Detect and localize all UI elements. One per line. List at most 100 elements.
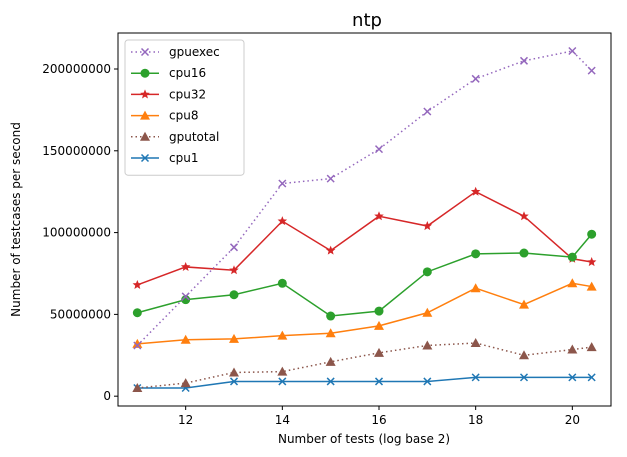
y-tick-label: 150000000 [42, 144, 111, 158]
data-point-gpuexec [374, 145, 384, 154]
data-point-cpu8 [132, 338, 143, 348]
series-cpu32 [132, 186, 597, 289]
series-cpu16 [132, 229, 597, 321]
data-point-cpu32 [519, 211, 529, 221]
data-point-cpu16 [422, 267, 432, 277]
legend-entry-cpu16: cpu16 [131, 66, 206, 80]
data-point-cpu8 [325, 328, 336, 338]
legend-marker [140, 89, 150, 99]
data-point-cpu16 [132, 308, 142, 318]
data-point-cpu16 [519, 248, 529, 258]
legend-label: cpu8 [169, 109, 198, 123]
data-point-gputotal [470, 338, 481, 348]
series-gputotal [132, 338, 597, 393]
data-point-gputotal [422, 340, 433, 350]
y-tick-label: 200000000 [42, 62, 111, 76]
data-point-gpuexec [423, 107, 432, 116]
data-point-cpu1 [374, 377, 384, 386]
x-tick-label: 16 [371, 413, 386, 427]
x-tick-label: 14 [275, 413, 290, 427]
data-point-cpu1 [229, 377, 239, 386]
data-point-cpu32 [277, 216, 288, 226]
y-tick-label: 50000000 [50, 307, 111, 321]
data-point-cpu16 [587, 229, 597, 239]
legend-label: cpu1 [169, 151, 198, 165]
data-point-cpu8 [470, 283, 481, 293]
data-point-gpuexec [133, 341, 142, 350]
data-point-gputotal [325, 356, 336, 366]
series-gpuexec [133, 46, 596, 350]
data-point-cpu1 [568, 373, 577, 382]
data-point-gpuexec [278, 179, 287, 188]
legend-marker [140, 131, 150, 141]
data-point-cpu32 [325, 245, 336, 255]
series-line-gputotal [137, 342, 592, 389]
data-point-cpu1 [471, 373, 480, 382]
data-point-cpu32 [180, 261, 191, 271]
data-point-cpu1 [278, 377, 287, 386]
legend-entry-cpu32: cpu32 [131, 87, 206, 101]
legend-entry-gpuexec: gpuexec [131, 45, 220, 59]
data-point-gputotal [374, 347, 384, 357]
data-point-cpu1 [326, 377, 335, 386]
data-point-cpu8 [374, 320, 384, 330]
data-point-gpuexec [519, 56, 529, 65]
legend-marker [140, 47, 150, 57]
data-point-gpuexec [229, 243, 239, 252]
chart-title: ntp [352, 10, 382, 31]
data-point-cpu8 [277, 330, 288, 340]
data-point-gputotal [567, 344, 578, 354]
plot-area [117, 32, 612, 407]
y-axis-label: Number of testcases per second [9, 122, 23, 317]
legend-marker [140, 153, 150, 163]
data-point-cpu16 [229, 290, 239, 300]
legend-label: gputotal [169, 130, 219, 144]
data-point-gputotal [277, 366, 288, 376]
data-point-cpu32 [470, 186, 481, 196]
legend-label: gpuexec [169, 45, 220, 59]
data-point-cpu16 [471, 249, 481, 259]
data-point-cpu1 [587, 373, 596, 382]
data-point-cpu16 [374, 306, 384, 316]
data-point-gpuexec [326, 174, 335, 183]
y-tick-label: 100000000 [42, 226, 111, 240]
x-axis: 12 14 16 18 20 [178, 406, 580, 427]
legend: gpuexec cpu16 cpu32 cpu8 gputotal cpu1 [124, 39, 245, 176]
data-point-cpu16 [567, 252, 577, 262]
legend-entry-cpu1: cpu1 [131, 151, 198, 165]
x-tick-label: 12 [178, 413, 193, 427]
data-point-cpu8 [422, 307, 433, 317]
series-line-cpu8 [137, 282, 592, 345]
x-axis-label: Number of tests (log base 2) [278, 432, 450, 446]
data-point-cpu32 [229, 265, 239, 275]
legend-entry-gputotal: gputotal [131, 130, 219, 144]
data-point-cpu1 [519, 373, 529, 382]
data-point-cpu8 [180, 334, 191, 344]
data-point-cpu8 [586, 281, 597, 291]
series-cpu1 [133, 373, 596, 393]
data-point-gpuexec [587, 66, 596, 75]
legend-marker [140, 68, 150, 78]
data-point-gputotal [132, 383, 143, 393]
data-point-gpuexec [471, 74, 480, 83]
data-point-cpu16 [326, 311, 336, 321]
data-point-gputotal [180, 378, 191, 388]
data-point-gpuexec [181, 292, 190, 301]
data-point-cpu8 [567, 278, 578, 288]
data-point-cpu16 [277, 278, 287, 288]
data-point-cpu8 [229, 333, 239, 343]
data-point-gputotal [519, 350, 529, 360]
series-cpu8 [132, 278, 597, 348]
x-tick-label: 18 [468, 413, 483, 427]
legend-label: cpu32 [169, 87, 206, 101]
data-point-cpu8 [519, 299, 529, 309]
data-point-cpu1 [423, 377, 432, 386]
data-point-cpu32 [132, 279, 143, 289]
data-point-cpu16 [181, 295, 191, 305]
y-tick-label: 0 [103, 389, 111, 403]
series-layer [132, 46, 597, 393]
data-point-gputotal [229, 367, 239, 377]
data-point-gputotal [586, 342, 597, 352]
data-point-gpuexec [568, 46, 577, 56]
